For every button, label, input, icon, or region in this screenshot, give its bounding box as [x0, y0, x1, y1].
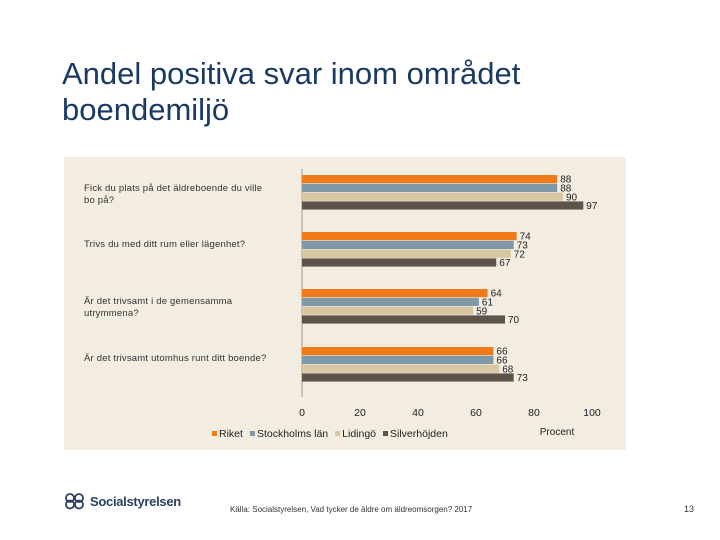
bar-3-1 — [302, 289, 488, 298]
socialstyrelsen-logo: Socialstyrelsen — [64, 488, 181, 514]
x-axis-label: Procent — [540, 427, 575, 438]
bar-2-3 — [302, 249, 511, 258]
bar-2-2 — [302, 240, 514, 249]
legend-swatch-1 — [212, 431, 217, 436]
data-label-4-4: 73 — [517, 373, 529, 384]
x-tick-0: 0 — [299, 407, 305, 419]
question-label-1: Fick du plats på det äldreboende du vill… — [84, 183, 263, 206]
data-label-1-1: 88 — [560, 175, 572, 186]
legend-swatch-4 — [383, 431, 389, 436]
bar-4-3 — [302, 364, 500, 373]
data-label-1-3: 90 — [566, 192, 578, 203]
x-tick-40: 40 — [412, 407, 424, 419]
question-label-4: Är det trivsamt utomhus runt ditt boende… — [84, 353, 267, 364]
bar-1-2 — [302, 183, 558, 192]
page-number: 13 — [684, 504, 695, 514]
bar-2-1 — [302, 232, 517, 241]
data-label-4-3: 68 — [502, 364, 514, 375]
data-label-2-1: 74 — [520, 232, 532, 243]
logo-emblem-icon — [65, 493, 84, 510]
bar-3-3 — [302, 306, 474, 315]
question-label-2: Trivs du med ditt rum eller lägenhet? — [84, 239, 246, 250]
bar-4-2 — [302, 355, 494, 364]
question-label-3: Är det trivsamt i de gemensamma utrymmen… — [84, 296, 233, 319]
legend-swatch-3 — [335, 431, 341, 436]
bar-1-3 — [302, 192, 563, 201]
bar-1-1 — [302, 175, 558, 184]
bar-4-4 — [302, 373, 514, 382]
legend-label-2: Stockholms län — [257, 428, 328, 440]
legend-label-4: Silverhöjden — [390, 428, 448, 440]
x-tick-60: 60 — [470, 407, 482, 419]
bar-2-4 — [302, 258, 497, 267]
data-label-3-4: 70 — [508, 315, 520, 326]
x-tick-100: 100 — [583, 407, 601, 419]
data-label-3-1: 64 — [491, 289, 503, 300]
data-label-4-2: 66 — [496, 356, 508, 367]
source-note: Källa: Socialstyrelsen, Vad tycker de äl… — [230, 505, 473, 514]
legend-swatch-2 — [249, 431, 255, 436]
x-tick-80: 80 — [528, 407, 540, 419]
data-label-3-3: 59 — [476, 306, 488, 317]
data-label-2-3: 72 — [514, 249, 526, 260]
slide-title: Andel positiva svar inom området boendem… — [62, 56, 521, 127]
data-label-1-4: 97 — [586, 201, 598, 212]
bar-3-4 — [302, 315, 505, 324]
x-tick-20: 20 — [354, 407, 366, 419]
data-label-1-2: 88 — [560, 184, 572, 195]
data-label-3-2: 61 — [482, 298, 494, 309]
data-label-4-1: 66 — [496, 347, 508, 358]
data-label-2-2: 73 — [517, 241, 529, 252]
logo-text: Socialstyrelsen — [90, 493, 181, 509]
legend-label-3: Lidingö — [342, 428, 376, 440]
bar-1-4 — [302, 201, 584, 210]
legend-label-1: Riket — [219, 428, 243, 440]
bar-4-1 — [302, 347, 494, 356]
chart-panel: Fick du plats på det äldreboende du vill… — [64, 157, 626, 450]
data-label-2-4: 67 — [499, 258, 511, 269]
bar-3-2 — [302, 297, 479, 306]
